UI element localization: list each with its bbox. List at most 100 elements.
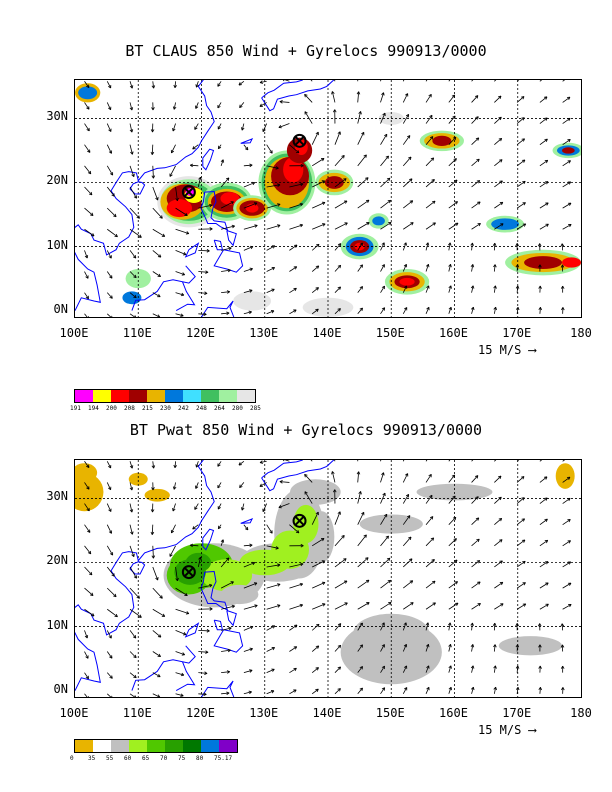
wind-vector (312, 560, 326, 568)
wind-vector (331, 91, 336, 103)
wind-vector (448, 115, 456, 124)
wind-vector (560, 285, 565, 293)
wind-vector (380, 307, 386, 315)
wind-vector (380, 622, 385, 631)
wind-vector (129, 608, 142, 618)
wind-vector (172, 102, 177, 110)
wind-vector (152, 250, 162, 258)
coastline (213, 619, 224, 631)
wind-vector (310, 80, 313, 82)
wind-vector (266, 144, 273, 154)
wind-vector (84, 566, 93, 576)
wind-vector (243, 202, 258, 209)
wind-vector (471, 460, 474, 462)
wind-vector (380, 602, 392, 610)
wind-vector (334, 308, 341, 315)
wind-vector (402, 178, 413, 188)
field-contour (144, 488, 170, 502)
wind-vector (220, 159, 225, 166)
wind-vector (129, 228, 142, 238)
colorbar-label: 60 (124, 755, 132, 762)
wind-vector (425, 93, 432, 103)
coastline (175, 661, 196, 692)
wind-vector (425, 473, 432, 483)
wind-vector (562, 497, 571, 504)
wind-vector (129, 271, 137, 279)
colorbar-label: 242 (178, 405, 189, 412)
wind-vector (150, 524, 155, 535)
wind-vector (402, 460, 405, 462)
wind-vector (334, 558, 347, 568)
wind-vector (129, 81, 134, 89)
lon-tick-label: 140E (312, 706, 342, 720)
wind-vector (221, 246, 232, 251)
wind-vector (175, 608, 190, 615)
wind-vector (402, 622, 407, 631)
wind-vector (106, 693, 113, 697)
wind-vector (492, 622, 497, 631)
wind-vector (106, 271, 113, 279)
wind-vector (312, 180, 326, 188)
wind-vector (279, 100, 290, 104)
wind-vector (356, 471, 361, 483)
wind-vector (562, 160, 571, 167)
wind-vector (380, 92, 385, 103)
wind-vector (84, 144, 91, 153)
wind-vector (259, 460, 267, 464)
wind-vector (243, 224, 258, 230)
wind-vector (493, 665, 497, 673)
wind-vector (539, 159, 549, 167)
lon-tick-label: 150E (375, 326, 405, 340)
lon-tick-label: 170E (502, 326, 532, 340)
wind-vector (152, 271, 161, 278)
wind-vector (217, 503, 222, 510)
wind-vector (425, 559, 435, 568)
wind-vector (289, 223, 303, 230)
wind-vector (221, 604, 235, 610)
wind-vector (448, 80, 451, 82)
wind-vector (266, 203, 281, 209)
wind-vector (357, 511, 365, 525)
wind-vector (425, 622, 430, 631)
coastline (202, 528, 215, 551)
wind-vector (334, 222, 348, 230)
wind-vector (402, 515, 411, 525)
wind-vector (380, 285, 385, 293)
colorbar-swatch (237, 390, 255, 402)
wind-vector (289, 144, 300, 154)
colorbar-swatch (165, 390, 183, 402)
wind-vector (175, 228, 190, 235)
wind-vector (448, 264, 452, 272)
wind-vector (84, 228, 95, 237)
wind-vector (84, 482, 90, 490)
wind-vector (357, 264, 363, 272)
wind-vector (357, 286, 363, 293)
wind-vector (471, 538, 480, 547)
wind-vector (357, 687, 363, 695)
colorbar-label: 75 (178, 755, 186, 762)
wind-vector (311, 131, 319, 145)
wind-vector (516, 80, 520, 82)
lat-tick-label: 10N (46, 237, 68, 252)
wind-vector (471, 223, 481, 230)
coastline (201, 680, 235, 697)
coastline (261, 80, 303, 99)
colorbar-swatch (75, 390, 93, 402)
wind-vector (311, 243, 320, 251)
wind-vector (515, 665, 520, 673)
wind-vector (494, 80, 497, 82)
wind-vector (107, 608, 118, 618)
wind-vector (198, 249, 210, 253)
wind-vector (561, 307, 565, 314)
wind-vector (217, 144, 222, 150)
wind-vector (243, 181, 256, 188)
wind-vector (266, 583, 281, 589)
colorbar-label: 55 (106, 755, 114, 762)
wind-vector (357, 602, 370, 610)
wind-vector (448, 538, 457, 547)
field-contour (555, 463, 575, 489)
wind-vector (562, 96, 571, 103)
claus-map-panel (74, 79, 582, 318)
wind-vector (448, 460, 451, 462)
wind-vector (84, 186, 93, 196)
